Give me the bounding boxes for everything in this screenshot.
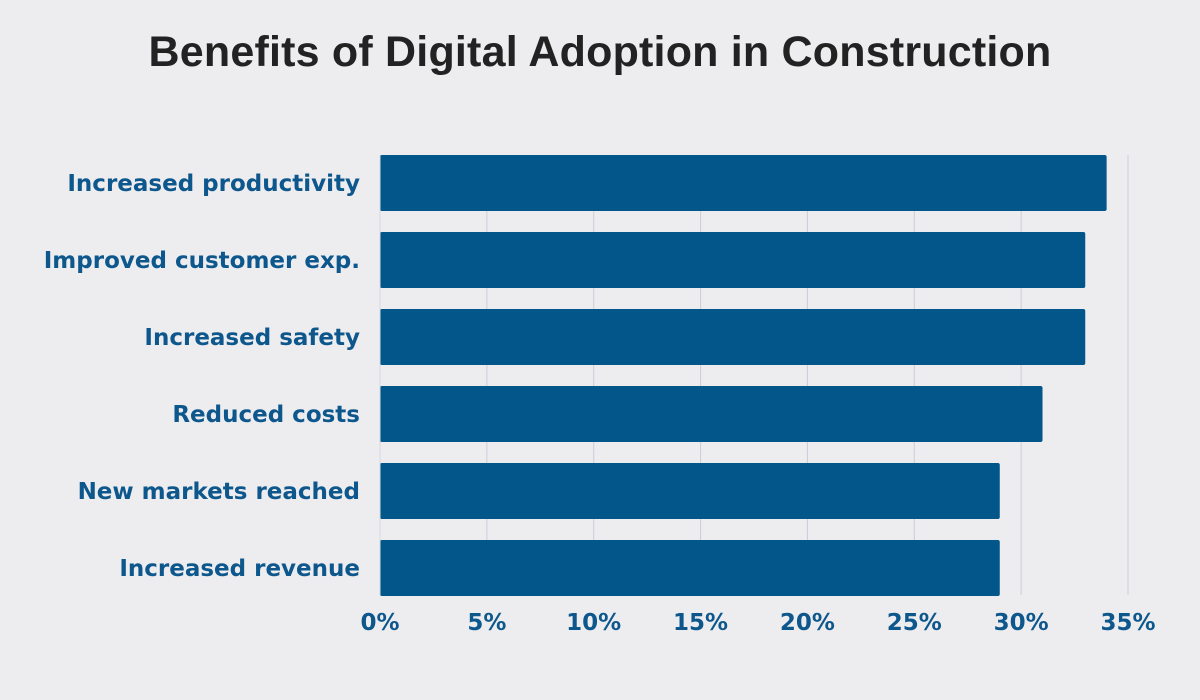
- category-label: Reduced costs: [172, 402, 360, 428]
- category-label: Increased productivity: [67, 171, 360, 197]
- bar: [380, 540, 1000, 596]
- bar: [380, 155, 1107, 211]
- x-tick-label: 0%: [360, 610, 399, 636]
- category-label: Increased revenue: [119, 556, 360, 582]
- bar: [380, 309, 1086, 365]
- category-label: Increased safety: [144, 325, 360, 351]
- x-tick-label: 5%: [467, 610, 506, 636]
- x-tick-label: 15%: [673, 610, 728, 636]
- chart-title: Benefits of Digital Adoption in Construc…: [148, 28, 1052, 76]
- x-tick-label: 30%: [994, 610, 1049, 636]
- bar: [380, 463, 1000, 519]
- x-tick-label: 25%: [887, 610, 942, 636]
- category-label: Improved customer exp.: [44, 248, 360, 274]
- category-label: New markets reached: [78, 479, 360, 505]
- bar: [380, 386, 1043, 442]
- x-tick-label: 35%: [1100, 610, 1155, 636]
- bar: [380, 232, 1086, 288]
- x-tick-label: 10%: [566, 610, 621, 636]
- x-tick-label: 20%: [780, 610, 835, 636]
